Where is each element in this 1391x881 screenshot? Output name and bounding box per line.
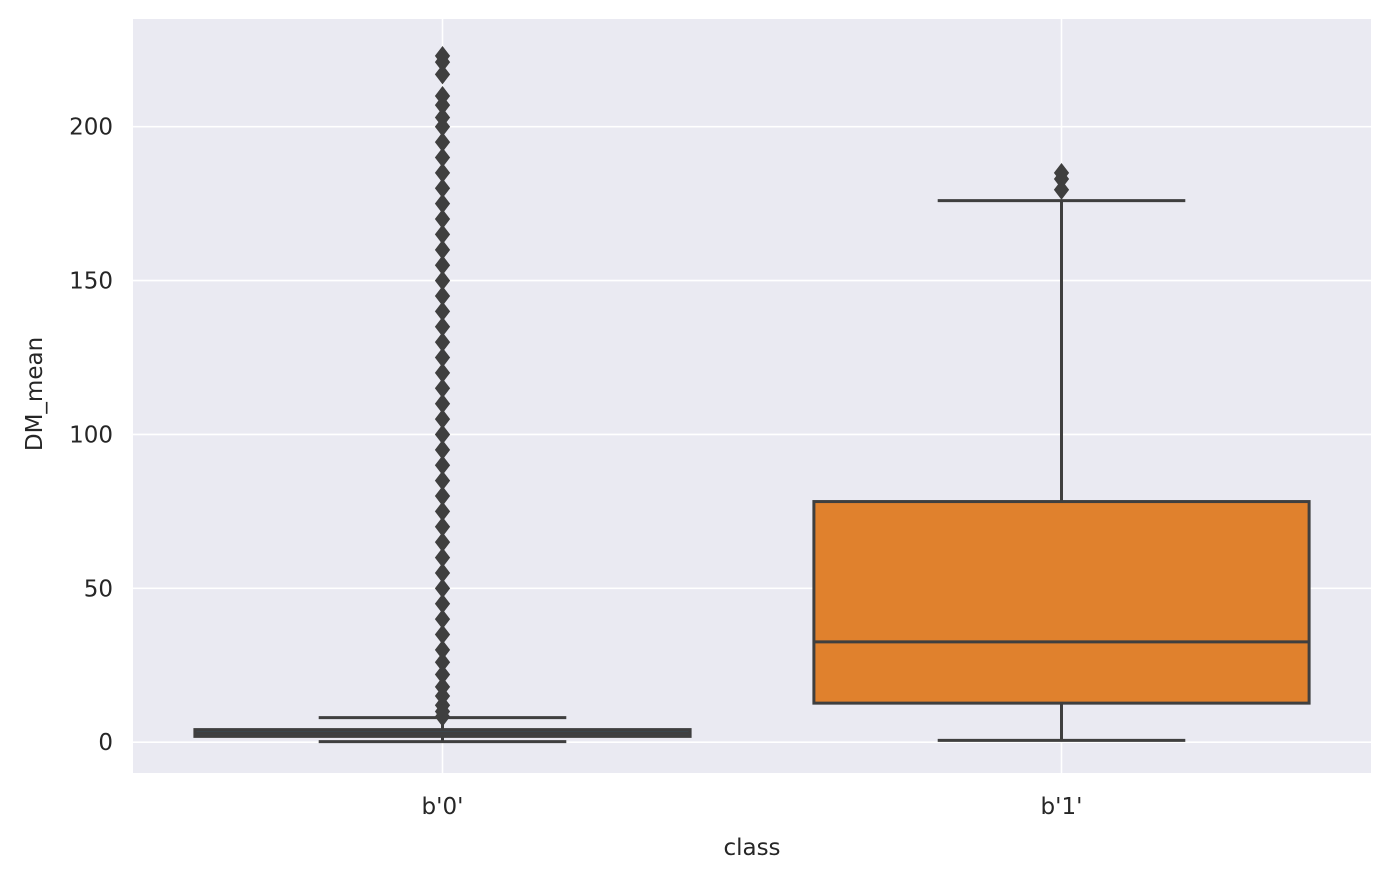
outlier-point <box>434 46 451 66</box>
outlier-point <box>434 86 451 106</box>
outlier-point <box>434 664 451 685</box>
outlier-point <box>434 209 451 229</box>
outlier-point <box>434 162 451 183</box>
y-tick-label: 150 <box>69 269 113 295</box>
outlier-point <box>434 132 451 153</box>
y-tick-label: 200 <box>69 115 113 141</box>
outlier-point <box>434 652 451 673</box>
outlier-point <box>434 624 451 645</box>
x-axis-label: class <box>723 835 780 861</box>
outlier-point <box>434 563 451 583</box>
outlier-point <box>434 224 451 245</box>
outlier-point <box>434 409 451 430</box>
outlier-point <box>434 316 451 337</box>
y-tick-label: 100 <box>69 422 113 448</box>
outlier-point <box>434 270 451 291</box>
outlier-point <box>434 547 451 568</box>
outlier-point <box>434 593 451 614</box>
outlier-point <box>434 501 451 522</box>
outlier-point <box>1053 179 1070 200</box>
outlier-point <box>434 439 451 460</box>
x-tick-label: b'0' <box>422 794 464 820</box>
outlier-point <box>434 516 451 537</box>
y-axis-label: DM_mean <box>22 337 48 451</box>
outlier-point <box>434 676 451 697</box>
box-group <box>193 46 692 744</box>
x-tick-label: b'1' <box>1041 794 1083 820</box>
boxes <box>193 46 1311 744</box>
outlier-point <box>434 239 451 260</box>
x-tick-labels: b'0' b'1' <box>422 794 1083 820</box>
outlier-point <box>434 178 451 199</box>
outlier-point <box>434 609 451 630</box>
outlier-point <box>1053 162 1070 183</box>
outlier-point <box>434 424 451 445</box>
outlier-point <box>434 378 451 399</box>
iqr-box <box>812 500 1311 705</box>
outlier-point <box>434 486 451 506</box>
outlier-point <box>434 301 451 322</box>
outlier-point <box>434 393 451 414</box>
y-tick-labels: 0 50 100 150 200 <box>69 115 113 757</box>
outlier-point <box>434 64 451 85</box>
outlier-point <box>434 470 451 491</box>
outlier-point <box>434 455 451 476</box>
box-group <box>812 162 1311 742</box>
outlier-point <box>434 332 451 353</box>
outlier-point <box>434 193 451 214</box>
outlier-point <box>434 147 451 168</box>
outlier-point <box>434 639 451 660</box>
outlier-point <box>434 578 451 599</box>
y-tick-label: 0 <box>98 730 113 756</box>
outlier-point <box>434 347 451 368</box>
outlier-point <box>434 255 451 276</box>
outlier-point <box>434 362 451 383</box>
outlier-point <box>434 107 451 128</box>
outlier-point <box>434 286 451 306</box>
y-tick-label: 50 <box>84 576 113 602</box>
outlier-point <box>434 532 451 553</box>
